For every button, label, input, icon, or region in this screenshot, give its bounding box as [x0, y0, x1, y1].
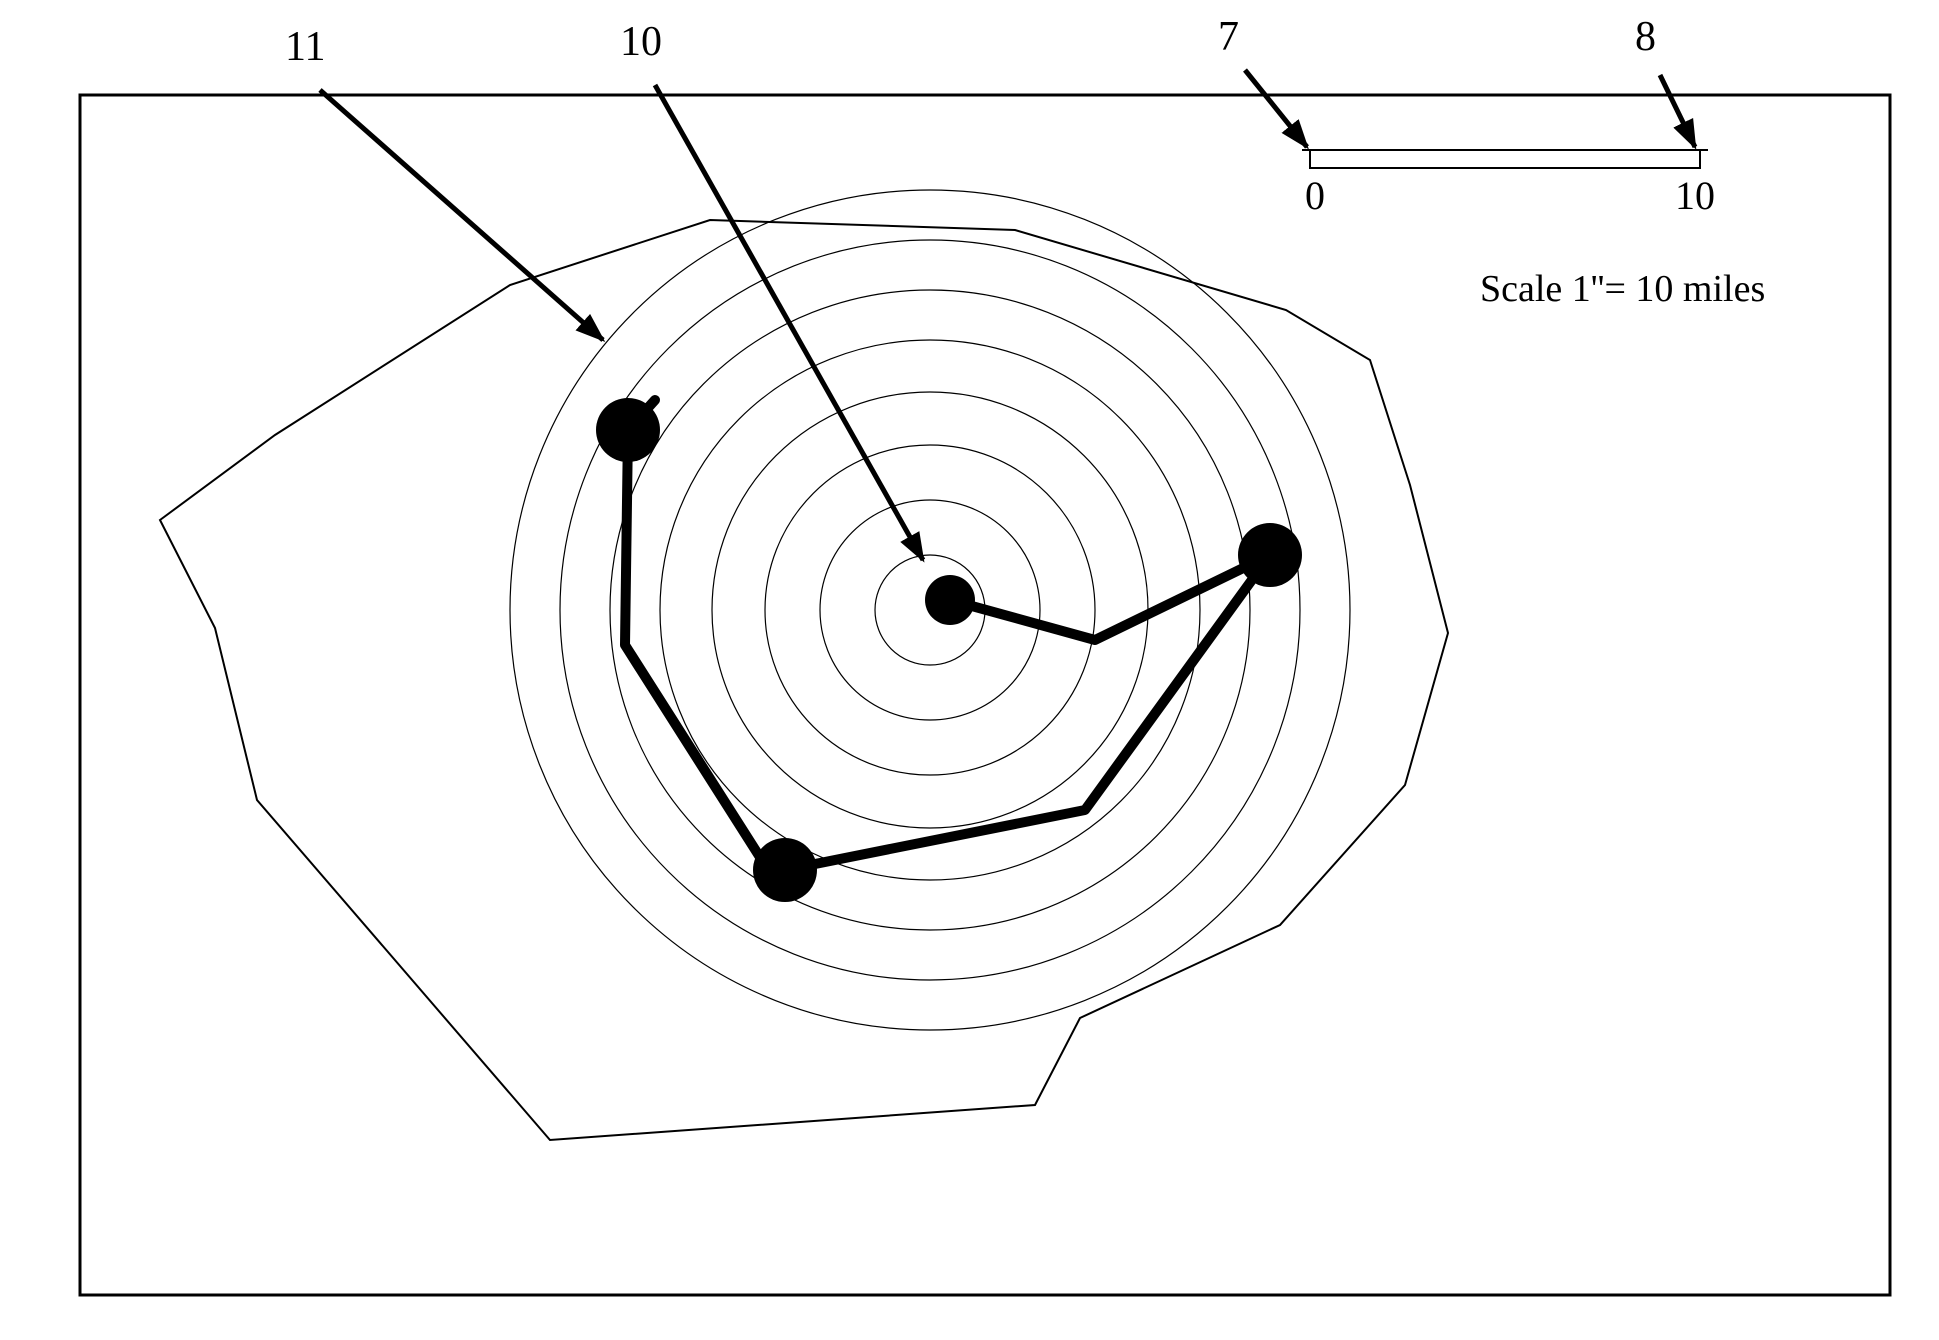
territory-outline [160, 220, 1448, 1140]
scale-start-label: 0 [1305, 172, 1325, 219]
node-3 [596, 398, 660, 462]
callout-arrow-10 [655, 85, 923, 560]
node-0 [925, 575, 975, 625]
callout-label-10: 10 [620, 18, 662, 66]
diagram-canvas [0, 0, 1939, 1340]
callout-label-7: 7 [1218, 13, 1239, 61]
callout-label-11: 11 [285, 23, 325, 71]
route-path [625, 400, 1270, 873]
callout-arrow-8 [1660, 75, 1695, 147]
callout-label-8: 8 [1635, 13, 1656, 61]
callout-arrow-7 [1245, 70, 1307, 147]
scale-bar [1310, 150, 1700, 168]
node-1 [1238, 523, 1302, 587]
scale-end-label: 10 [1675, 172, 1715, 219]
callout-arrow-11 [320, 90, 603, 340]
scale-caption: Scale 1''= 10 miles [1480, 267, 1765, 311]
node-2 [753, 838, 817, 902]
